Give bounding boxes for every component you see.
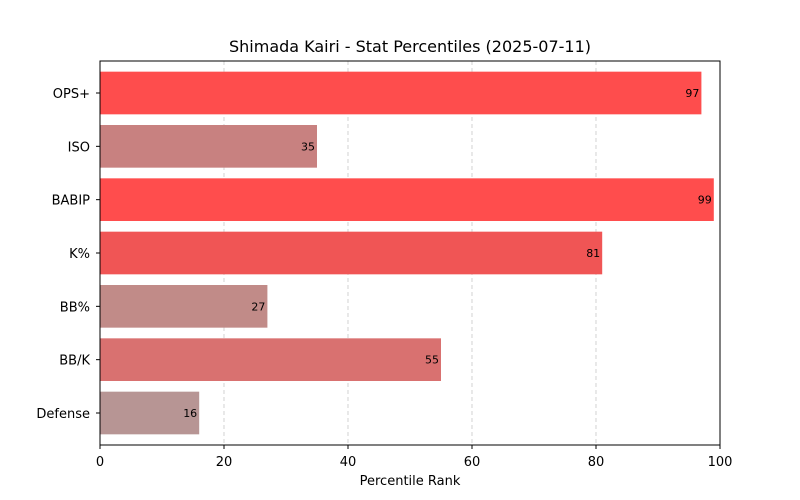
- x-tick-label: 80: [588, 455, 605, 470]
- bar-value-label: 99: [698, 194, 712, 207]
- bar: [100, 178, 714, 221]
- bar: [100, 71, 702, 115]
- x-tick-label: 40: [340, 455, 357, 470]
- y-axis-ticks: OPS+ ISO BABIP K% BB% BB/K Defense: [36, 87, 100, 422]
- bar: [100, 391, 200, 435]
- bar-value-label: 27: [251, 300, 265, 313]
- x-tick-label: 60: [464, 455, 481, 470]
- bar: [100, 125, 317, 168]
- x-tick-label: 20: [216, 455, 233, 470]
- y-tick-label: ISO: [68, 140, 90, 155]
- x-tick-label: 100: [708, 455, 733, 470]
- y-tick-label: K%: [69, 247, 90, 262]
- bar: [100, 338, 441, 381]
- bar-value-label: 16: [183, 407, 197, 420]
- x-tick-label: 0: [96, 455, 104, 470]
- bar: [100, 285, 268, 328]
- y-tick-label: BB%: [60, 300, 90, 315]
- bar-value-label: 35: [301, 140, 315, 153]
- bar: [100, 231, 603, 275]
- chart-title: Shimada Kairi - Stat Percentiles (2025-0…: [229, 37, 591, 56]
- y-tick-label: BB/K: [59, 354, 90, 369]
- y-tick-label: OPS+: [53, 87, 90, 102]
- y-tick-label: Defense: [36, 407, 90, 422]
- y-tick-label: BABIP: [52, 194, 91, 209]
- value-labels: 97 35 99 81 27 55 16: [183, 87, 712, 420]
- bar-value-label: 55: [425, 354, 439, 367]
- bars: [100, 71, 714, 435]
- x-axis-ticks: 0 20 40 60 80 100: [96, 445, 733, 470]
- plot-frame: [99, 60, 721, 446]
- x-axis-label: Percentile Rank: [360, 474, 461, 489]
- bar-value-label: 81: [586, 247, 600, 260]
- bar-value-label: 97: [685, 87, 699, 100]
